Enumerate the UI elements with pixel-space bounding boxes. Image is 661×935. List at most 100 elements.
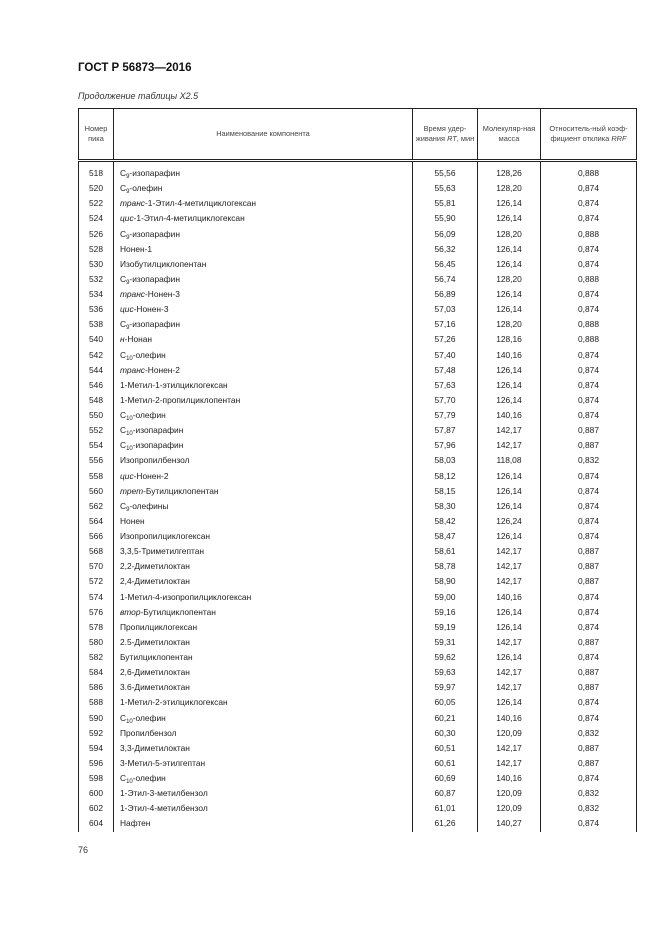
retention-time: 58,30 (412, 498, 478, 514)
response-factor: 0,874 (540, 377, 637, 393)
table-row: 546 1-Метил-1-этилциклогексан 57,63 126,14 0… (78, 377, 637, 393)
response-factor: 0,887 (540, 438, 637, 454)
peak-number: 586 (78, 680, 114, 696)
peak-number: 560 (78, 483, 114, 499)
retention-time: 57,03 (412, 302, 478, 318)
peak-number: 520 (78, 181, 114, 197)
table-row: 582 Бутилциклопентан 59,62 126,14 0,874 (78, 650, 637, 666)
molecular-mass: 126,14 (477, 529, 541, 545)
response-factor: 0,874 (540, 392, 637, 408)
molecular-mass: 126,14 (477, 604, 541, 620)
peak-number: 572 (78, 574, 114, 590)
component-name: 2,4-Диметилоктан (113, 574, 413, 590)
table-caption: Продолжение таблицы X2.5 (78, 91, 199, 101)
peak-number: 550 (78, 408, 114, 424)
component-name: трет-Бутилциклопентан (113, 483, 413, 499)
peak-number: 574 (78, 589, 114, 605)
molecular-mass: 126,14 (477, 483, 541, 499)
peak-number: 584 (78, 665, 114, 681)
component-name: 2,2-Диметилоктан (113, 559, 413, 575)
retention-time: 57,96 (412, 438, 478, 454)
table-row: 540 н-Нонан 57,26 128,16 0,888 (78, 332, 637, 348)
peak-number: 596 (78, 755, 114, 771)
component-name: 3,3,5-Триметилгептан (113, 544, 413, 560)
molecular-mass: 120,09 (477, 786, 541, 802)
col-header-mass: Молекуляр-ная масса (477, 108, 541, 162)
retention-time: 60,51 (412, 740, 478, 756)
response-factor: 0,874 (540, 347, 637, 363)
retention-time: 57,48 (412, 362, 478, 378)
peak-number: 518 (78, 166, 114, 182)
component-name: Нонен-1 (113, 241, 413, 257)
peak-number: 562 (78, 498, 114, 514)
response-factor: 0,887 (540, 680, 637, 696)
retention-time: 58,61 (412, 544, 478, 560)
table-row: 522 транс-1-Этил-4-метилциклогексан 55,81 1… (78, 196, 637, 212)
peak-number: 576 (78, 604, 114, 620)
table-row: 570 2,2-Диметилоктан 58,78 142,17 0,887 (78, 559, 637, 575)
table-row: 552 C10-изопарафин 57,87 142,17 0,887 (78, 423, 637, 439)
molecular-mass: 128,16 (477, 332, 541, 348)
response-factor: 0,887 (540, 755, 637, 771)
molecular-mass: 126,14 (477, 650, 541, 666)
retention-time: 58,42 (412, 513, 478, 529)
component-name: C10-изопарафин (113, 423, 413, 439)
table-row: 520 C9-олефин 55,63 128,20 0,874 (78, 181, 637, 197)
peak-number: 602 (78, 801, 114, 817)
molecular-mass: 140,27 (477, 816, 541, 832)
peak-number: 552 (78, 423, 114, 439)
molecular-mass: 142,17 (477, 423, 541, 439)
peak-number: 558 (78, 468, 114, 484)
response-factor: 0,832 (540, 786, 637, 802)
component-name: Бутилциклопентан (113, 650, 413, 666)
component-name: C9-олефины (113, 498, 413, 514)
table-header-row: Номер пика Наименование компонента Время… (78, 108, 637, 162)
response-factor: 0,874 (540, 695, 637, 711)
peak-number: 542 (78, 347, 114, 363)
response-factor: 0,887 (540, 740, 637, 756)
retention-time: 58,90 (412, 574, 478, 590)
table-row: 580 2.5-Диметилоктан 59,31 142,17 0,887 (78, 634, 637, 650)
component-name: цис-1-Этил-4-метилциклогексан (113, 211, 413, 227)
molecular-mass: 118,08 (477, 453, 541, 469)
response-factor: 0,874 (540, 650, 637, 666)
peak-number: 530 (78, 256, 114, 272)
page-number: 76 (78, 845, 89, 855)
response-factor: 0,874 (540, 196, 637, 212)
component-name: C9-изопарафин (113, 166, 413, 182)
retention-time: 57,26 (412, 332, 478, 348)
response-factor: 0,874 (540, 513, 637, 529)
component-name: 1-Метил-4-изопропилциклогексан (113, 589, 413, 605)
table-row: 560 трет-Бутилциклопентан 58,15 126,14 0,874 (78, 483, 637, 499)
component-name: Изобутилциклопентан (113, 256, 413, 272)
molecular-mass: 142,17 (477, 680, 541, 696)
peak-number: 578 (78, 619, 114, 635)
retention-time: 57,40 (412, 347, 478, 363)
molecular-mass: 140,16 (477, 771, 541, 787)
peak-number: 538 (78, 317, 114, 333)
table-row: 518 C9-изопарафин 55,56 128,26 0,888 (78, 166, 637, 182)
response-factor: 0,874 (540, 468, 637, 484)
component-name: Нонен (113, 513, 413, 529)
retention-time: 59,97 (412, 680, 478, 696)
molecular-mass: 126,14 (477, 498, 541, 514)
retention-time: 55,56 (412, 166, 478, 182)
table-row: 590 C10-олефин 60,21 140,16 0,874 (78, 710, 637, 726)
table-row: 554 C10-изопарафин 57,96 142,17 0,887 (78, 438, 637, 454)
response-factor: 0,874 (540, 362, 637, 378)
molecular-mass: 128,26 (477, 166, 541, 182)
table-row: 538 C9-изопарафин 57,16 128,20 0,888 (78, 317, 637, 333)
peak-number: 526 (78, 226, 114, 242)
table-row: 542 C10-олефин 57,40 140,16 0,874 (78, 347, 637, 363)
response-factor: 0,874 (540, 287, 637, 303)
retention-time: 55,90 (412, 211, 478, 227)
molecular-mass: 142,17 (477, 438, 541, 454)
response-factor: 0,888 (540, 332, 637, 348)
response-factor: 0,832 (540, 801, 637, 817)
response-factor: 0,887 (540, 574, 637, 590)
retention-time: 59,19 (412, 619, 478, 635)
response-factor: 0,888 (540, 166, 637, 182)
peak-number: 604 (78, 816, 114, 832)
peak-number: 528 (78, 241, 114, 257)
peak-number: 582 (78, 650, 114, 666)
